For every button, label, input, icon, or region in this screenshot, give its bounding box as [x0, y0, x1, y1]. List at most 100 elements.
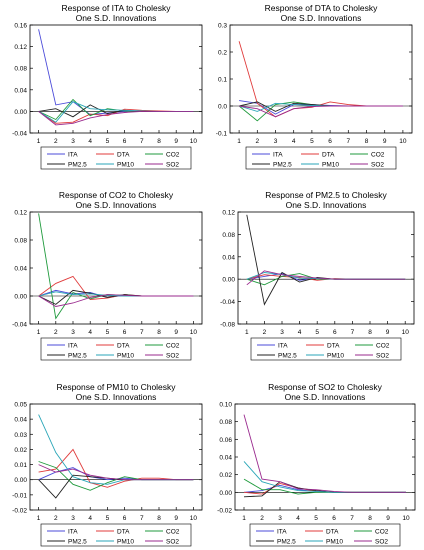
legend-label: SO2 [166, 539, 179, 546]
y-tick-label: 0.00 [14, 109, 27, 116]
legend-label: PM10 [322, 162, 339, 169]
y-tick-label: 0.16 [14, 23, 27, 30]
y-tick-label: -0.01 [12, 492, 27, 499]
y-tick-label: 0.00 [14, 294, 27, 301]
y-tick-label: 0.08 [14, 66, 27, 73]
y-tick-label: 0.06 [219, 437, 232, 444]
y-tick-label: 0.04 [14, 266, 27, 273]
plot-frame [29, 403, 203, 511]
series-line-ita [239, 100, 403, 115]
x-tick-label: 1 [242, 515, 246, 522]
legend-label: SO2 [376, 353, 389, 360]
x-tick-label: 9 [174, 329, 178, 336]
legend-label: CO2 [166, 343, 180, 350]
legend-label: PM2.5 [68, 353, 87, 360]
series-line-pm10 [243, 461, 406, 493]
x-tick-label: 8 [157, 515, 161, 522]
x-tick-label: 8 [365, 138, 369, 145]
legend-label: SO2 [166, 162, 179, 169]
x-tick-label: 3 [274, 138, 278, 145]
series-line-so2 [38, 294, 194, 307]
x-tick-label: 2 [260, 515, 264, 522]
chart-subtitle: One S.D. Innovations [76, 13, 157, 23]
plot-frame [229, 24, 413, 134]
y-tick-label: 0.3 [218, 23, 227, 30]
legend-label: ITA [68, 152, 78, 159]
y-tick-label: 0.00 [219, 490, 232, 497]
y-tick-label: 0.12 [14, 44, 27, 51]
y-tick-label: 0.04 [222, 254, 235, 261]
y-tick-label: 0.00 [222, 277, 235, 284]
x-tick-label: 1 [37, 515, 41, 522]
x-tick-label: 3 [280, 329, 284, 336]
x-tick-label: 10 [402, 329, 410, 336]
legend-label: ITA [68, 529, 78, 536]
series-line-so2 [239, 105, 403, 118]
y-tick-label: 0.12 [222, 210, 235, 217]
x-tick-label: 9 [386, 515, 390, 522]
x-tick-label: 10 [190, 515, 198, 522]
x-tick-label: 7 [140, 329, 144, 336]
legend-label: DTA [117, 343, 130, 350]
x-tick-label: 7 [140, 515, 144, 522]
x-tick-label: 6 [328, 138, 332, 145]
x-tick-label: 6 [123, 138, 127, 145]
legend-label: ITA [273, 152, 283, 159]
x-tick-label: 4 [88, 329, 92, 336]
plot-frame [237, 211, 415, 325]
legend-label: DTA [326, 529, 339, 536]
plot-frame [29, 24, 203, 134]
chart-subtitle: One S.D. Innovations [286, 200, 367, 210]
chart-title: Response of PM10 to Cholesky [56, 382, 176, 392]
x-tick-label: 4 [298, 329, 302, 336]
x-tick-label: 8 [157, 329, 161, 336]
legend-label: PM10 [117, 162, 134, 169]
legend-label: PM2.5 [273, 162, 292, 169]
y-tick-label: -0.1 [216, 131, 228, 138]
chart-title: Response of PM2.5 to Cholesky [265, 190, 387, 200]
legend-label: PM10 [117, 539, 134, 546]
x-tick-label: 8 [368, 515, 372, 522]
y-tick-label: 0.04 [14, 87, 27, 94]
legend-label: SO2 [375, 539, 388, 546]
chart-title: Response of ITA to Cholesky [62, 3, 172, 13]
x-tick-label: 10 [190, 138, 198, 145]
x-tick-label: 5 [106, 515, 110, 522]
legend-label: PM2.5 [68, 162, 87, 169]
legend-label: PM10 [326, 539, 343, 546]
y-tick-label: 0.02 [219, 472, 232, 479]
x-tick-label: 8 [157, 138, 161, 145]
legend-label: PM10 [117, 353, 134, 360]
series-line-so2 [246, 270, 406, 286]
x-tick-label: 1 [245, 329, 249, 336]
legend-label: PM10 [327, 353, 344, 360]
x-tick-label: 5 [106, 138, 110, 145]
x-tick-label: 2 [54, 515, 58, 522]
x-tick-label: 10 [190, 329, 198, 336]
x-tick-label: 6 [333, 329, 337, 336]
x-tick-label: 10 [402, 515, 410, 522]
x-tick-label: 5 [315, 329, 319, 336]
legend-label: CO2 [376, 343, 390, 350]
series-line-dta [38, 448, 194, 488]
y-tick-label: -0.02 [12, 508, 27, 515]
series-line-co2 [38, 98, 194, 121]
legend-label: DTA [117, 152, 130, 159]
x-tick-label: 5 [310, 138, 314, 145]
legend-label: PM2.5 [278, 353, 297, 360]
x-tick-label: 2 [54, 138, 58, 145]
chart-title: Response of DTA to Cholesky [265, 3, 379, 13]
legend-label: PM2.5 [68, 539, 87, 546]
y-tick-label: 0.12 [14, 210, 27, 217]
y-tick-label: 0.10 [219, 402, 232, 409]
x-tick-label: 9 [174, 138, 178, 145]
x-tick-label: 6 [332, 515, 336, 522]
y-tick-label: 0.04 [219, 455, 232, 462]
legend-label: ITA [277, 529, 287, 536]
chart-subtitle: One S.D. Innovations [281, 13, 362, 23]
